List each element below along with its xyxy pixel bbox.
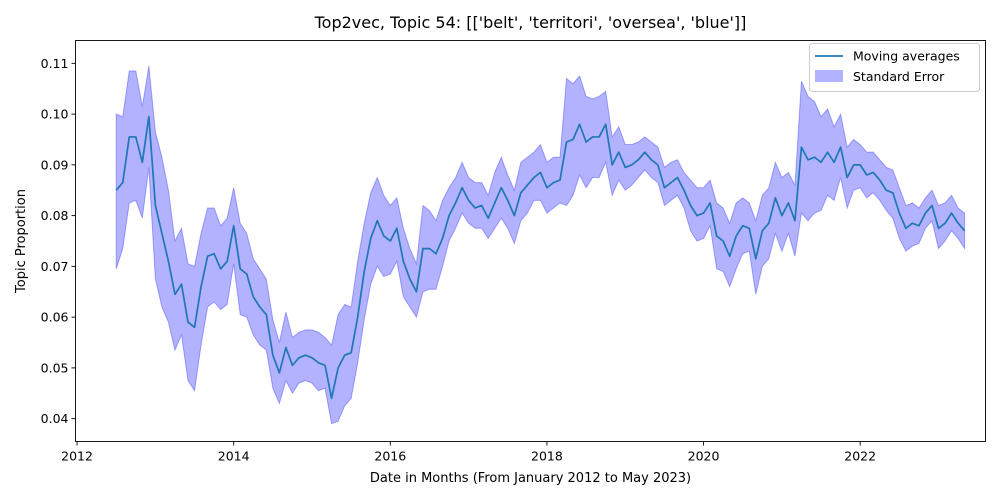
y-tick-label: 0.10 <box>41 107 69 122</box>
chart-title: Top2vec, Topic 54: [['belt', 'territori'… <box>314 13 747 32</box>
standard-error-band-layer <box>115 65 966 425</box>
legend-label-moving-averages: Moving averages <box>853 49 960 64</box>
x-axis-ticks: 2012 2014 2016 2018 2020 2022 <box>61 441 876 464</box>
y-axis-label: Topic Proportion <box>14 189 29 294</box>
x-tick-label: 2020 <box>688 449 720 464</box>
moving-average-line <box>115 115 966 400</box>
x-tick-label: 2012 <box>61 449 93 464</box>
legend-label-standard-error: Standard Error <box>853 69 945 84</box>
legend: Moving averages Standard Error <box>809 43 980 92</box>
plot-frame <box>75 40 986 442</box>
x-tick-label: 2016 <box>374 449 406 464</box>
y-tick-label: 0.06 <box>41 310 69 325</box>
standard-error-band <box>115 65 966 425</box>
y-tick-label: 0.04 <box>41 411 69 426</box>
legend-band-swatch <box>815 70 843 82</box>
x-tick-label: 2018 <box>531 449 563 464</box>
y-tick-label: 0.05 <box>41 360 69 375</box>
y-axis-ticks: 0.04 0.05 0.06 0.07 0.08 0.09 0.10 0.11 <box>41 56 76 426</box>
y-tick-label: 0.08 <box>41 208 69 223</box>
x-tick-label: 2022 <box>844 449 876 464</box>
x-axis-label: Date in Months (From January 2012 to May… <box>370 471 691 486</box>
x-tick-label: 2014 <box>218 449 250 464</box>
y-tick-label: 0.11 <box>41 56 69 71</box>
y-tick-label: 0.07 <box>41 259 69 274</box>
legend-box <box>809 43 980 92</box>
moving-average-line-layer <box>115 115 966 400</box>
y-tick-label: 0.09 <box>41 157 69 172</box>
